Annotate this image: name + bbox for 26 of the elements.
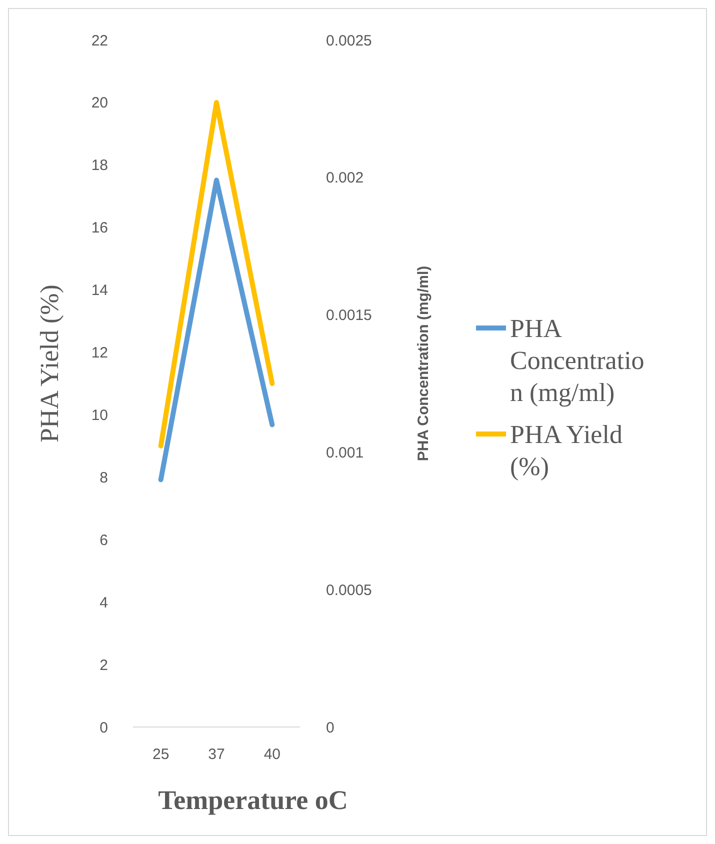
y2-tick-label: 0.0015 (326, 307, 372, 324)
legend-label: PHA Yield (%) (510, 420, 622, 482)
y-tick-label: 18 (91, 157, 108, 174)
y-tick-label: 12 (91, 344, 108, 362)
x-tick-label: 37 (208, 746, 225, 763)
y2-tick-label: 0.0005 (326, 582, 372, 599)
y2-axis-title: PHA Concentration (mg/ml) (415, 266, 432, 462)
x-axis-title: Temperature oC (158, 785, 348, 815)
y2-tick-label: 0.002 (326, 170, 364, 187)
y-tick-label: 16 (91, 220, 108, 237)
y-axis-title: PHA Yield (%) (35, 284, 64, 442)
x-tick-label: 25 (152, 746, 170, 763)
y-tick-label: 10 (91, 406, 108, 424)
y2-tick-label: 0.0025 (326, 32, 372, 50)
y-tick-label: 6 (100, 532, 108, 549)
x-tick-label: 40 (264, 746, 281, 763)
y-tick-label: 0 (100, 719, 108, 736)
y-tick-label: 4 (100, 594, 108, 612)
y-tick-label: 22 (91, 32, 108, 50)
y-tick-label: 20 (91, 94, 108, 112)
y2-tick-label: 0 (326, 719, 334, 736)
y-tick-label: 8 (100, 469, 108, 486)
legend-label: PHA Concentration (mg/ml) (510, 314, 644, 408)
y-tick-label: 2 (100, 656, 108, 674)
y2-tick-label: 0.001 (326, 444, 364, 462)
y-tick-label: 14 (91, 282, 108, 300)
